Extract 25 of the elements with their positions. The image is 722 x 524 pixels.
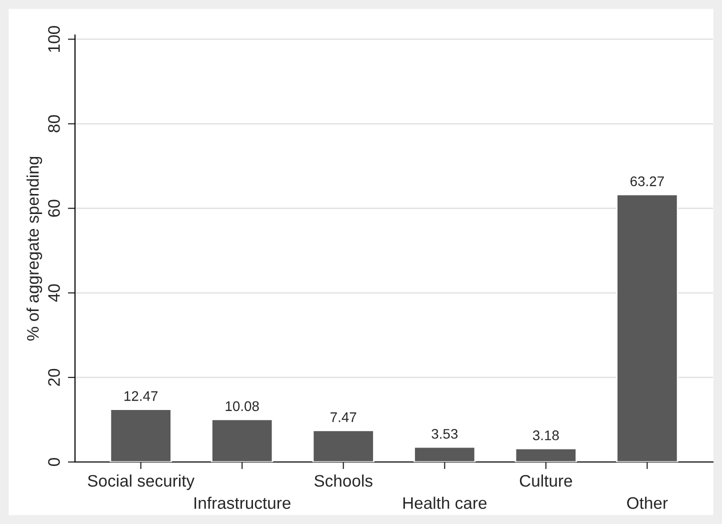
data-label: 10.08 — [226, 401, 259, 412]
data-label: 63.27 — [630, 176, 664, 186]
x-tick-label: Other — [627, 496, 668, 509]
data-label: 3.18 — [532, 430, 559, 440]
y-tick-label: 100 — [48, 26, 60, 52]
y-axis-title: % of aggregate spending — [26, 156, 42, 341]
y-tick-label: 40 — [48, 284, 60, 302]
data-label: 7.47 — [330, 412, 356, 422]
y-tick-label: 60 — [48, 200, 60, 217]
bar — [616, 194, 678, 462]
y-tick-label: 0 — [48, 458, 60, 466]
x-tick-label: Culture — [520, 474, 572, 487]
data-label: 3.53 — [432, 428, 458, 439]
bar — [211, 418, 274, 462]
x-tick-label: Schools — [314, 474, 372, 487]
data-label: 12.47 — [124, 391, 158, 401]
bar — [312, 430, 374, 462]
bar — [414, 446, 476, 462]
x-tick-label: Health care — [403, 496, 487, 509]
x-tick-label: Infrastructure — [194, 496, 290, 509]
bar — [514, 448, 577, 462]
y-tick-label: 20 — [48, 368, 60, 386]
x-tick-label: Social security — [88, 474, 195, 490]
bar — [110, 408, 172, 462]
y-tick-label: 80 — [48, 115, 60, 132]
